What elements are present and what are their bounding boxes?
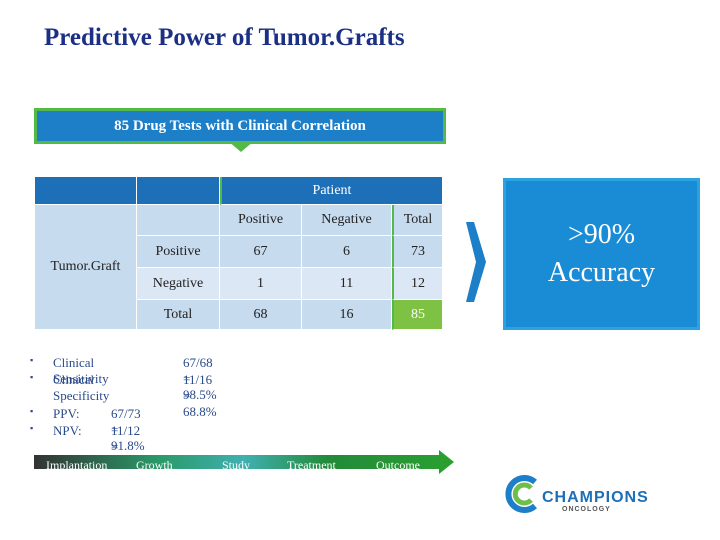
table-cell: 1 (220, 268, 302, 300)
table-cell: 68 (220, 300, 302, 330)
bullet: ▪ (30, 406, 34, 416)
metric-label: NPV: (53, 423, 82, 438)
table-cell: 12 (392, 268, 443, 300)
callout-label: Accuracy (547, 257, 656, 288)
slide-title: Predictive Power of Tumor.Grafts (44, 24, 405, 51)
table-cell: 16 (302, 300, 392, 330)
timeline-bar (34, 450, 454, 474)
bullet: ▪ (30, 372, 34, 382)
timeline-stage: Implantation (46, 458, 108, 472)
logo-name: CHAMPIONS (542, 489, 649, 506)
banner: 85 Drug Tests with Clinical Correlation (34, 108, 446, 144)
timeline-stage: Outcome (376, 458, 420, 472)
timeline-stage: Treatment (287, 458, 336, 472)
metric-label: PPV: (53, 406, 80, 421)
timeline-stage: Growth (136, 458, 173, 472)
timeline-stage: Study (222, 458, 251, 472)
logo-sub: ONCOLOGY (562, 506, 611, 513)
column-group: Patient (220, 177, 443, 205)
table-cell: 85 (392, 300, 443, 330)
header-blank (137, 205, 220, 236)
table-cell: 73 (392, 236, 443, 268)
row-group: Tumor.Graft (35, 205, 137, 330)
metric-value: 67/73 = 91.8% (111, 406, 145, 453)
arrow (466, 222, 486, 302)
row-header: Positive (137, 236, 220, 268)
banner-pointer (228, 141, 254, 152)
metric-label: Clinical Sensitivity (53, 355, 109, 386)
logo-mark (505, 475, 537, 513)
bullet: ▪ (30, 355, 34, 365)
row-header: Negative (137, 268, 220, 300)
metric-value: 67/68 = 98.5% (183, 355, 217, 402)
row-header: Total (137, 300, 220, 330)
table-cell: 11 (302, 268, 392, 300)
table-cell: 67 (220, 236, 302, 268)
header-blank (35, 177, 137, 205)
metric-label: Clinical Specificity (53, 372, 110, 403)
callout-value: >90% (567, 219, 636, 250)
column-header: Total (392, 205, 443, 236)
column-header: Positive (220, 205, 302, 236)
metric-value: 11/16 = 68.8% (183, 372, 217, 419)
table-cell: 6 (302, 236, 392, 268)
bullet: ▪ (30, 423, 34, 433)
accuracy-callout: >90% Accuracy (503, 178, 700, 330)
column-header: Negative (302, 205, 392, 236)
header-blank (137, 177, 220, 205)
